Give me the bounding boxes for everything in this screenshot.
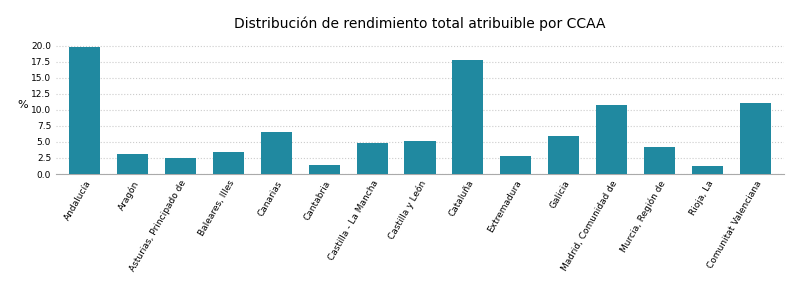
Bar: [261, 132, 292, 174]
Bar: [548, 136, 579, 174]
Bar: [596, 105, 627, 174]
Bar: [117, 154, 148, 174]
Bar: [692, 166, 723, 174]
Bar: [740, 103, 771, 174]
Bar: [357, 143, 388, 174]
Bar: [69, 47, 100, 174]
Bar: [500, 156, 531, 174]
Bar: [165, 158, 196, 174]
Bar: [452, 60, 483, 174]
Bar: [309, 165, 340, 174]
Bar: [644, 147, 675, 174]
Title: Distribución de rendimiento total atribuible por CCAA: Distribución de rendimiento total atribu…: [234, 16, 606, 31]
Bar: [213, 152, 244, 174]
Bar: [405, 141, 435, 174]
Y-axis label: %: %: [18, 100, 28, 110]
